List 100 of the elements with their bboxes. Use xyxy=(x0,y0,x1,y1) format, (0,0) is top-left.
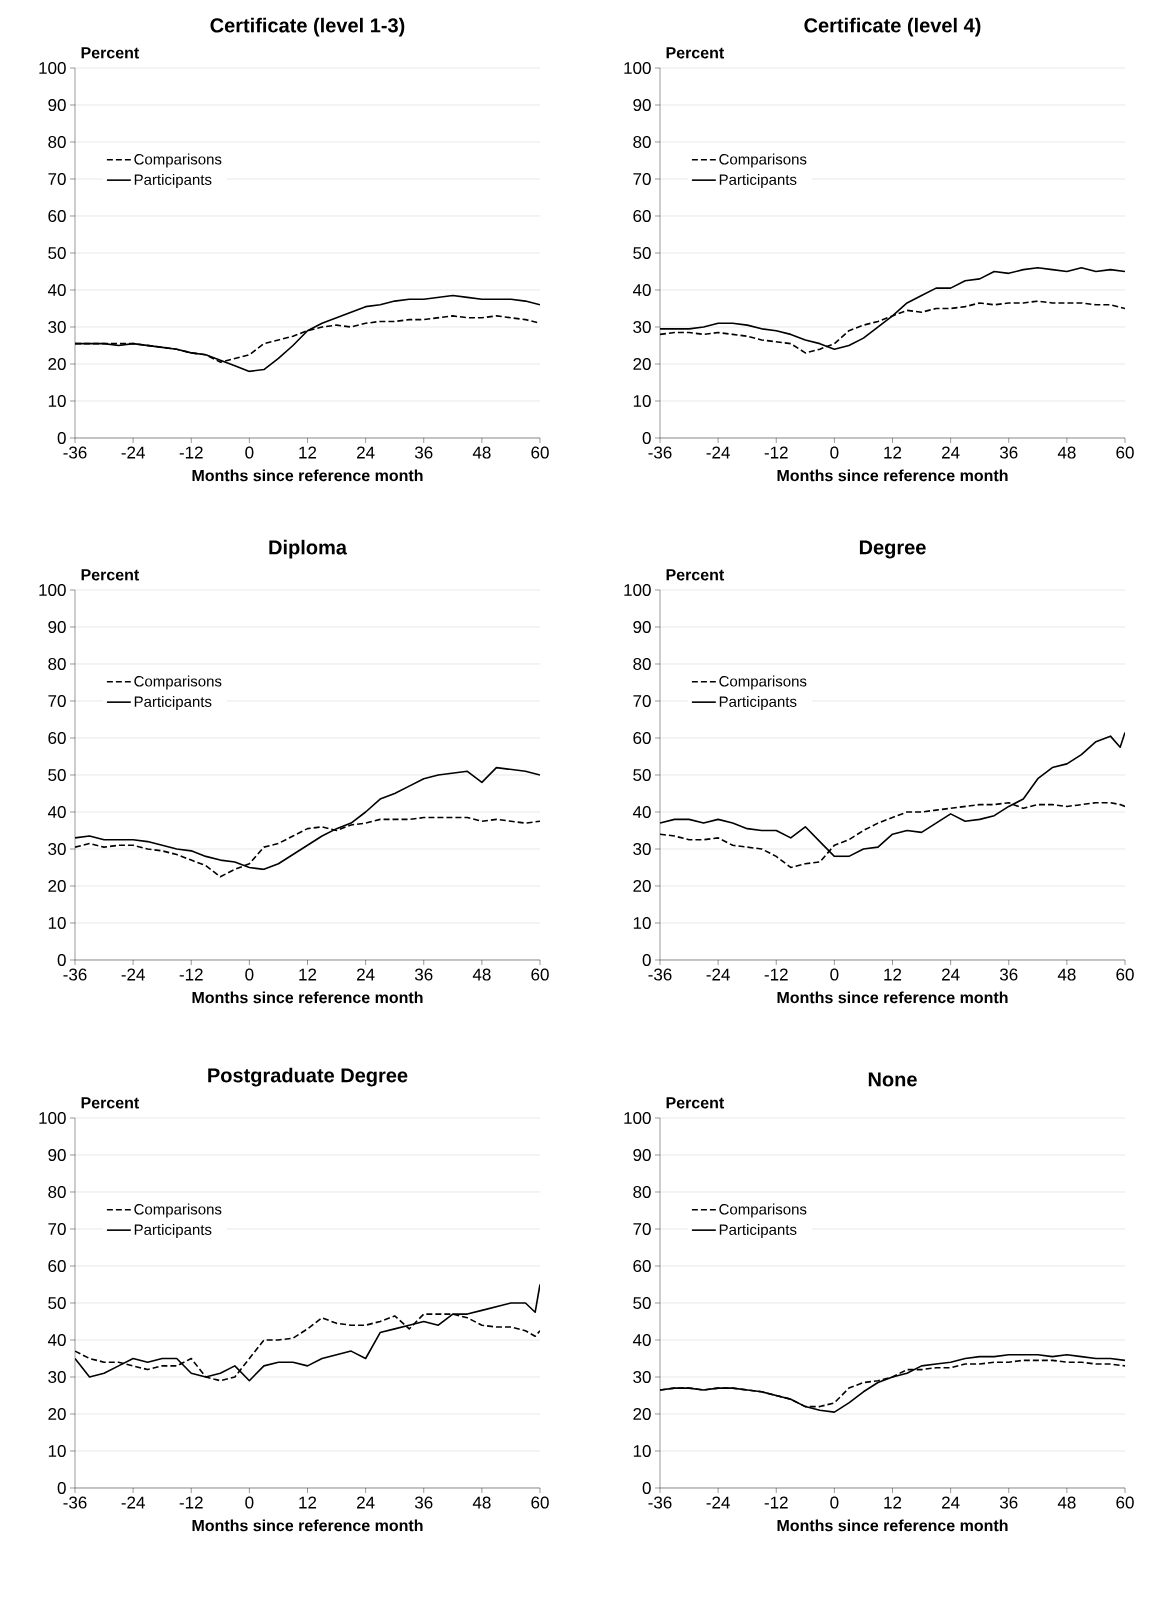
x-tick-label: 48 xyxy=(472,446,491,459)
x-tick-label: -36 xyxy=(648,446,672,459)
y-tick-label: 30 xyxy=(633,842,651,856)
x-tick-label: -36 xyxy=(63,968,87,981)
y-tick-label: 20 xyxy=(633,357,651,371)
y-tick-label: 90 xyxy=(633,620,651,634)
y-tick-label: 100 xyxy=(624,583,651,597)
x-tick-label: 60 xyxy=(1116,446,1134,459)
y-tick-label: 70 xyxy=(48,694,66,708)
x-tick-label: 0 xyxy=(830,968,839,981)
chart-title: Certificate (level 4) xyxy=(804,17,981,37)
y-tick-label: 50 xyxy=(633,768,651,782)
y-tick-label: 100 xyxy=(39,1111,66,1125)
x-tick-label: 48 xyxy=(1057,446,1076,459)
chart-title: Diploma xyxy=(269,539,348,559)
x-axis-title: Months since reference month xyxy=(777,1519,1008,1532)
y-tick-label: 90 xyxy=(633,1148,651,1162)
y-tick-label: 20 xyxy=(48,879,66,893)
y-tick-label: 80 xyxy=(48,1185,66,1199)
x-tick-label: 48 xyxy=(472,1496,491,1509)
y-tick-label: 100 xyxy=(624,61,651,75)
x-tick-label: -24 xyxy=(706,968,730,981)
chart-title: Degree xyxy=(859,540,926,559)
x-tick-label: -12 xyxy=(764,446,788,459)
y-tick-label: 30 xyxy=(48,320,66,334)
x-tick-label: 36 xyxy=(999,1496,1018,1509)
y-tick-label: 0 xyxy=(57,953,66,967)
x-tick-label: 36 xyxy=(414,446,433,459)
y-axis-title: Percent xyxy=(666,569,725,581)
legend-label: Participants xyxy=(134,173,212,188)
x-tick-label: 24 xyxy=(942,1496,960,1509)
chart-title: Postgraduate Degree xyxy=(208,1067,408,1087)
y-tick-label: 60 xyxy=(633,209,651,223)
y-tick-label: 60 xyxy=(48,209,66,223)
y-tick-label: 0 xyxy=(642,953,651,967)
x-tick-label: -36 xyxy=(648,1496,672,1509)
x-tick-label: 36 xyxy=(414,1496,433,1509)
y-tick-label: 50 xyxy=(48,768,66,782)
y-tick-label: 50 xyxy=(48,246,66,260)
x-tick-label: 36 xyxy=(414,968,433,981)
y-tick-label: 10 xyxy=(633,1444,651,1458)
y-axis-title: Percent xyxy=(81,47,140,59)
y-tick-label: 30 xyxy=(633,1370,651,1384)
x-tick-label: 48 xyxy=(1057,968,1076,981)
y-tick-label: 70 xyxy=(48,172,66,186)
legend-label: Comparisons xyxy=(719,675,807,690)
x-tick-label: 36 xyxy=(999,968,1018,981)
x-axis-title: Months since reference month xyxy=(777,991,1008,1004)
x-tick-label: 12 xyxy=(299,1496,317,1509)
legend-label: Comparisons xyxy=(719,1203,807,1218)
chart-title: Certificate (level 1-3) xyxy=(210,17,405,37)
x-tick-label: -12 xyxy=(764,1496,788,1509)
x-tick-label: -36 xyxy=(63,446,87,459)
y-tick-label: 40 xyxy=(47,1333,66,1347)
y-tick-label: 80 xyxy=(633,135,651,149)
y-tick-label: 20 xyxy=(633,1407,651,1421)
x-tick-label: 36 xyxy=(999,446,1018,459)
y-tick-label: 40 xyxy=(632,283,651,297)
y-tick-label: 10 xyxy=(48,394,66,408)
x-tick-label: 0 xyxy=(245,1496,254,1509)
y-tick-label: 90 xyxy=(48,620,66,634)
x-tick-label: 60 xyxy=(1116,968,1134,981)
x-tick-label: 0 xyxy=(830,1496,839,1509)
y-tick-label: 60 xyxy=(633,1259,651,1273)
y-tick-label: 70 xyxy=(633,172,651,186)
legend-label: Comparisons xyxy=(134,1203,222,1218)
x-axis-title: Months since reference month xyxy=(192,469,423,482)
x-tick-label: 24 xyxy=(357,1496,375,1509)
y-tick-label: 50 xyxy=(48,1296,66,1310)
y-tick-label: 20 xyxy=(633,879,651,893)
y-tick-label: 40 xyxy=(47,805,66,819)
x-tick-label: 12 xyxy=(884,1496,902,1509)
y-tick-label: 60 xyxy=(633,731,651,745)
x-tick-label: -24 xyxy=(121,1496,145,1509)
legend-label: Participants xyxy=(719,173,797,188)
x-tick-label: -36 xyxy=(63,1496,87,1509)
x-tick-label: -12 xyxy=(764,968,788,981)
y-tick-label: 60 xyxy=(48,731,66,745)
x-tick-label: 0 xyxy=(830,446,839,459)
y-tick-label: 100 xyxy=(39,61,66,75)
legend-label: Participants xyxy=(134,695,212,710)
y-tick-label: 60 xyxy=(48,1259,66,1273)
y-tick-label: 100 xyxy=(39,583,66,597)
y-tick-label: 0 xyxy=(57,1481,66,1495)
legend-label: Participants xyxy=(719,1223,797,1238)
y-tick-label: 70 xyxy=(633,694,651,708)
x-axis-title: Months since reference month xyxy=(777,469,1008,482)
y-tick-label: 40 xyxy=(632,805,651,819)
x-tick-label: 60 xyxy=(531,1496,549,1509)
x-axis-title: Months since reference month xyxy=(192,1519,423,1532)
x-tick-label: -24 xyxy=(706,1496,730,1509)
x-tick-label: 48 xyxy=(1057,1496,1076,1509)
x-tick-label: 60 xyxy=(531,968,549,981)
y-tick-label: 0 xyxy=(642,431,651,445)
y-tick-label: 10 xyxy=(633,916,651,930)
y-tick-label: 10 xyxy=(48,916,66,930)
x-axis-title: Months since reference month xyxy=(192,991,423,1004)
x-tick-label: -12 xyxy=(179,1496,203,1509)
y-tick-label: 10 xyxy=(633,394,651,408)
y-axis-title: Percent xyxy=(666,1097,725,1109)
